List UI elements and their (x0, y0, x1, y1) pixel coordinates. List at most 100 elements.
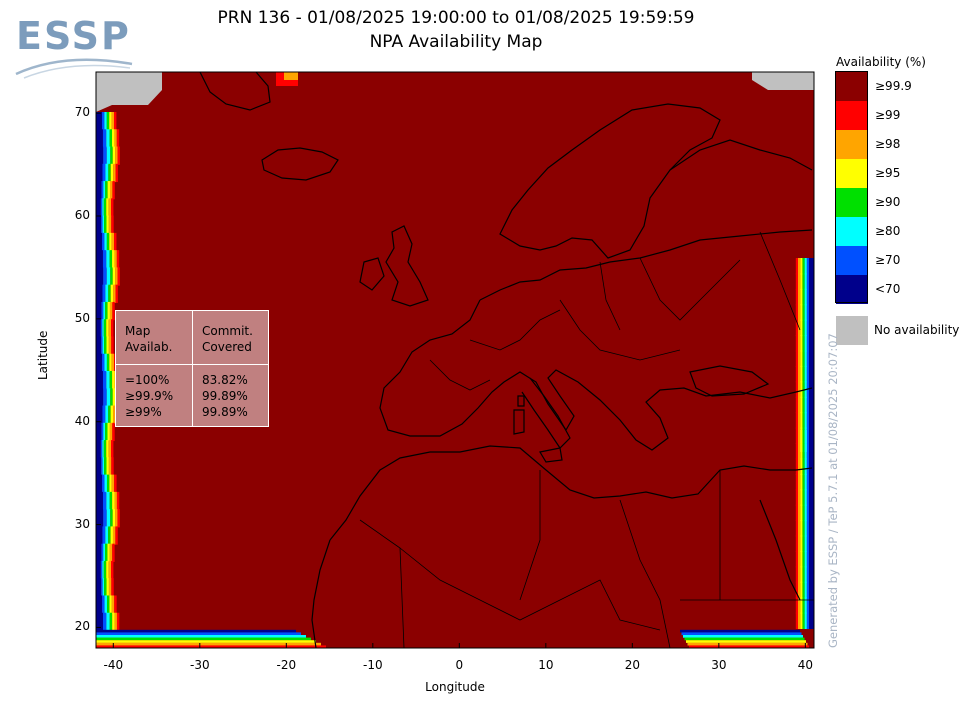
east-band (802, 258, 805, 275)
west-band (105, 181, 108, 200)
east-band (798, 412, 801, 429)
west-band (96, 181, 102, 200)
west-band (112, 509, 116, 528)
west-band (96, 129, 103, 148)
west-band (112, 181, 115, 200)
west-band (109, 371, 113, 390)
east-band (800, 612, 803, 629)
west-band (111, 440, 114, 459)
west-band (108, 578, 112, 597)
west-band (105, 526, 109, 545)
west-band (105, 163, 109, 183)
east-band (809, 489, 814, 506)
west-band (111, 457, 114, 476)
east-band (802, 319, 805, 337)
legend-label-2: ≥98 (875, 137, 901, 151)
west-band (114, 491, 117, 511)
east-band (798, 427, 801, 444)
west-band (102, 405, 106, 424)
east-band (798, 550, 801, 568)
west-band (96, 232, 103, 252)
east-band (795, 550, 798, 568)
west-band (103, 301, 106, 321)
west-band (106, 146, 111, 165)
east-band (798, 288, 801, 306)
y-tick-label: 30 (74, 516, 90, 531)
west-band (108, 526, 111, 545)
east-band (806, 258, 809, 275)
east-band (798, 443, 801, 460)
west-band (102, 215, 105, 234)
east-band (798, 581, 801, 599)
west-band (105, 284, 109, 303)
south-east-band (681, 632, 802, 636)
east-band (804, 535, 807, 552)
east-band (804, 427, 807, 444)
east-band (800, 550, 803, 568)
south-band (96, 637, 311, 641)
east-band (795, 288, 798, 306)
west-band (96, 336, 102, 355)
west-band (111, 198, 114, 217)
west-band (111, 578, 114, 597)
x-tick-label: -20 (276, 658, 297, 672)
west-band (109, 422, 113, 442)
west-band (105, 405, 109, 424)
west-band (108, 405, 111, 424)
west-band (114, 595, 117, 614)
west-band (96, 595, 103, 614)
east-band (800, 412, 803, 429)
west-edge-bands (96, 112, 120, 631)
legend-swatch-7 (836, 275, 868, 304)
stats-row-3-col-1: ≥99% (125, 405, 162, 419)
no-availability-nw (96, 72, 162, 112)
west-band (96, 215, 102, 234)
west-band (106, 198, 109, 217)
east-band (800, 273, 803, 290)
west-band (106, 440, 109, 459)
east-band (802, 365, 805, 383)
east-band (806, 597, 809, 614)
generation-credit: Generated by ESSP / TeP 5.7.1 at 01/08/2… (826, 333, 840, 648)
west-band (103, 198, 107, 217)
country-borders (359, 231, 814, 648)
east-band (800, 489, 803, 506)
west-band (104, 353, 107, 372)
west-band (106, 112, 110, 131)
west-band (102, 353, 105, 372)
east-band (804, 458, 807, 475)
east-band (800, 335, 803, 352)
west-band (116, 129, 120, 148)
west-band (102, 250, 107, 269)
west-band (104, 578, 107, 597)
west-band (110, 526, 113, 545)
west-band (104, 474, 107, 493)
west-band (109, 353, 112, 372)
east-band (809, 396, 814, 414)
west-band (108, 198, 112, 217)
west-band (103, 319, 107, 338)
south-east-band (683, 635, 803, 638)
west-band (100, 560, 103, 580)
west-band (114, 112, 117, 131)
west-band (109, 491, 113, 511)
west-band (102, 232, 105, 252)
west-band (106, 267, 111, 286)
legend-swatch-6 (836, 246, 868, 275)
east-band (804, 612, 807, 629)
east-band (800, 319, 803, 337)
west-band (102, 129, 107, 148)
east-band (798, 381, 801, 398)
west-band (104, 232, 107, 252)
east-band (806, 581, 809, 599)
west-band (106, 250, 110, 269)
east-band (798, 304, 801, 321)
east-band (798, 597, 801, 614)
east-band (804, 350, 807, 367)
west-band (102, 578, 105, 597)
east-band (800, 581, 803, 599)
east-band (795, 473, 798, 491)
east-band (802, 427, 805, 444)
west-band (102, 440, 104, 459)
chart-subtitle: NPA Availability Map (369, 32, 543, 52)
